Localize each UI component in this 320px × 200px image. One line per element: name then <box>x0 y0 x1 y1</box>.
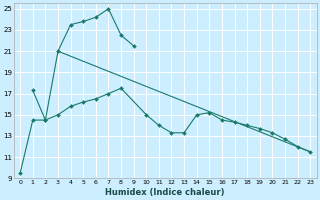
X-axis label: Humidex (Indice chaleur): Humidex (Indice chaleur) <box>106 188 225 197</box>
